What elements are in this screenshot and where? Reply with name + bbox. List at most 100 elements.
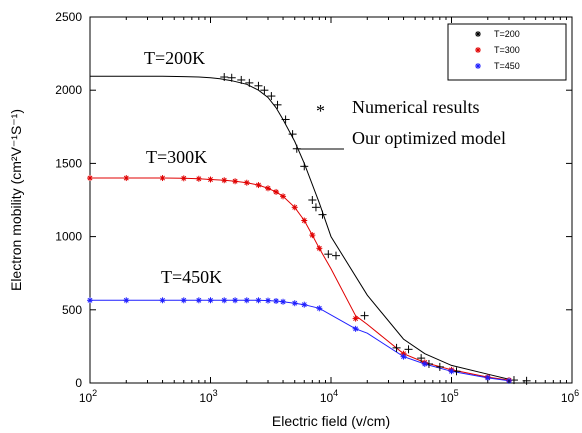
data-point (220, 73, 229, 82)
y-tick-label: 500 (62, 303, 82, 317)
legend-entries: T=200 T=300 T=450 (475, 29, 520, 71)
data-point (260, 86, 269, 95)
curves-layer (90, 75, 510, 382)
data-point (87, 297, 93, 304)
legend-label: T=450 (494, 61, 520, 71)
legend-marker (475, 31, 481, 37)
annotation-model: Our optimized model (352, 128, 506, 148)
data-point (309, 232, 316, 239)
data-point (264, 297, 271, 304)
data-point (221, 297, 228, 304)
legend-marker (475, 47, 481, 53)
y-tick-label: 0 (75, 376, 82, 390)
x-tick-label: 104 (320, 388, 338, 405)
series-line-T-300 (90, 177, 510, 381)
data-point (254, 81, 263, 90)
data-point (421, 360, 428, 367)
data-point (316, 305, 323, 312)
y-tick-label: 2500 (55, 10, 82, 24)
data-point (123, 297, 130, 304)
data-point (180, 175, 187, 182)
y-axis-label: Electron mobility (cm²V⁻¹S⁻¹) (8, 109, 24, 291)
data-point (245, 78, 254, 87)
data-point (318, 210, 327, 219)
data-point (159, 297, 166, 304)
data-point (352, 325, 359, 332)
data-point (435, 362, 444, 371)
annotation-t200: T=200K (144, 48, 205, 68)
data-point (255, 182, 262, 189)
legend-label: T=200 (494, 29, 520, 39)
data-point (273, 100, 282, 109)
series-line-T-200 (90, 75, 510, 380)
data-point (417, 354, 426, 363)
data-point (180, 297, 187, 304)
data-point (291, 204, 298, 211)
data-point (255, 297, 262, 304)
x-ticks: 102 103 104 105 106 (79, 17, 579, 405)
data-point (264, 185, 271, 192)
data-point (311, 203, 320, 212)
data-point (300, 162, 309, 171)
x-tick-exponent: 2 (92, 388, 97, 398)
legend-marker (475, 63, 481, 69)
markers-layer (87, 73, 531, 385)
data-point (308, 196, 317, 204)
x-tick-exponent: 3 (213, 388, 218, 398)
data-point (237, 75, 246, 84)
annotation-numerical: Numerical results (352, 97, 479, 117)
legend-box (447, 23, 567, 81)
x-axis-label: Electric field (v/cm) (272, 413, 390, 429)
data-point (207, 176, 214, 183)
x-tick-label: 102 (79, 388, 97, 405)
data-point (400, 353, 407, 360)
data-point (280, 193, 287, 200)
data-point (232, 178, 239, 185)
x-tick-label: 106 (561, 388, 579, 405)
data-point (159, 175, 166, 182)
data-point (267, 92, 276, 101)
data-point (87, 175, 93, 182)
data-point (392, 343, 401, 352)
data-point (273, 188, 280, 195)
data-point (288, 130, 297, 139)
data-point (404, 345, 413, 354)
data-point (221, 177, 228, 184)
y-tick-label: 2000 (55, 83, 82, 97)
y-tick-label: 1500 (55, 156, 82, 170)
x-tick-exponent: 6 (574, 388, 579, 398)
data-point (448, 368, 455, 375)
data-point (273, 298, 280, 305)
data-point (207, 297, 214, 304)
data-point (243, 297, 250, 304)
legend: T=200 T=300 T=450 (447, 23, 567, 81)
x-tick-exponent: 4 (333, 388, 338, 398)
annotation-star: * (316, 101, 325, 121)
x-tick-label: 103 (199, 388, 217, 405)
data-point (291, 300, 298, 307)
data-point (360, 311, 369, 320)
data-point (316, 245, 323, 252)
data-point (227, 73, 236, 82)
data-point (281, 115, 290, 124)
data-point (331, 251, 340, 260)
legend-label: T=300 (494, 45, 520, 55)
x-tick-exponent: 5 (454, 388, 459, 398)
data-point (232, 297, 239, 304)
annotation-t300: T=300K (146, 147, 207, 167)
data-point (123, 175, 130, 182)
data-point (352, 315, 359, 322)
data-point (195, 297, 202, 304)
data-point (243, 179, 250, 186)
y-ticks: 0 500 1000 1500 2000 2500 (55, 10, 572, 390)
x-tick-label: 105 (440, 388, 458, 405)
data-point (484, 374, 491, 381)
data-point (324, 250, 333, 259)
data-point (280, 298, 287, 305)
data-point (301, 217, 308, 224)
data-point (301, 301, 308, 308)
annotation-t450: T=450K (161, 267, 222, 287)
y-tick-label: 1000 (55, 230, 82, 244)
data-point (195, 175, 202, 182)
